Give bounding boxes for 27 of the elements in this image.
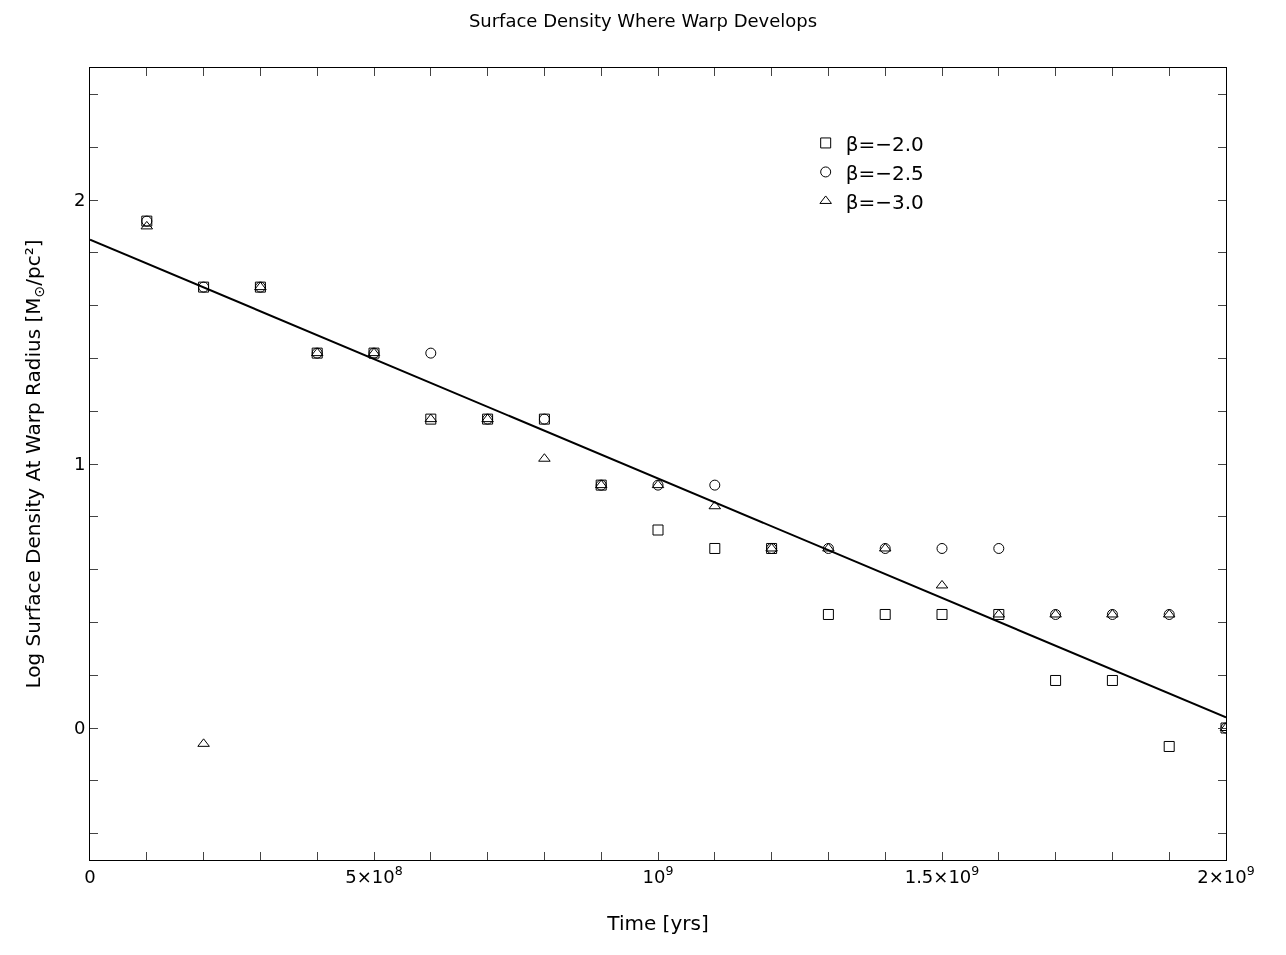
y-tick-label: 2 <box>73 189 86 211</box>
point <box>993 542 1005 554</box>
point <box>822 608 834 620</box>
chart-title: Surface Density Where Warp Develops <box>468 9 818 31</box>
legend-label: β=−3.0 <box>845 189 924 214</box>
point <box>1050 674 1062 686</box>
x-tick-label: 2×10$^{9}$ <box>1197 863 1255 887</box>
point <box>935 579 949 589</box>
legend-label: β=−2.5 <box>845 160 924 185</box>
x-tick-label: 1.5×10$^{9}$ <box>904 863 980 887</box>
point <box>879 608 891 620</box>
point <box>936 542 948 554</box>
x-tick-label: 10$^{9}$ <box>642 863 674 887</box>
x-axis-title: Time [yrs] <box>606 911 709 935</box>
point <box>936 608 948 620</box>
y-tick-label: 1 <box>73 453 86 475</box>
point <box>709 542 721 554</box>
point <box>652 524 664 536</box>
y-tick-label: 0 <box>73 717 86 739</box>
legend-label: β=−2.0 <box>845 131 924 156</box>
point <box>708 500 722 510</box>
point <box>140 220 154 230</box>
point <box>425 347 437 359</box>
point <box>709 479 721 491</box>
point <box>1163 740 1175 752</box>
point <box>1106 674 1118 686</box>
x-tick-label: 5×10$^{8}$ <box>345 863 403 887</box>
